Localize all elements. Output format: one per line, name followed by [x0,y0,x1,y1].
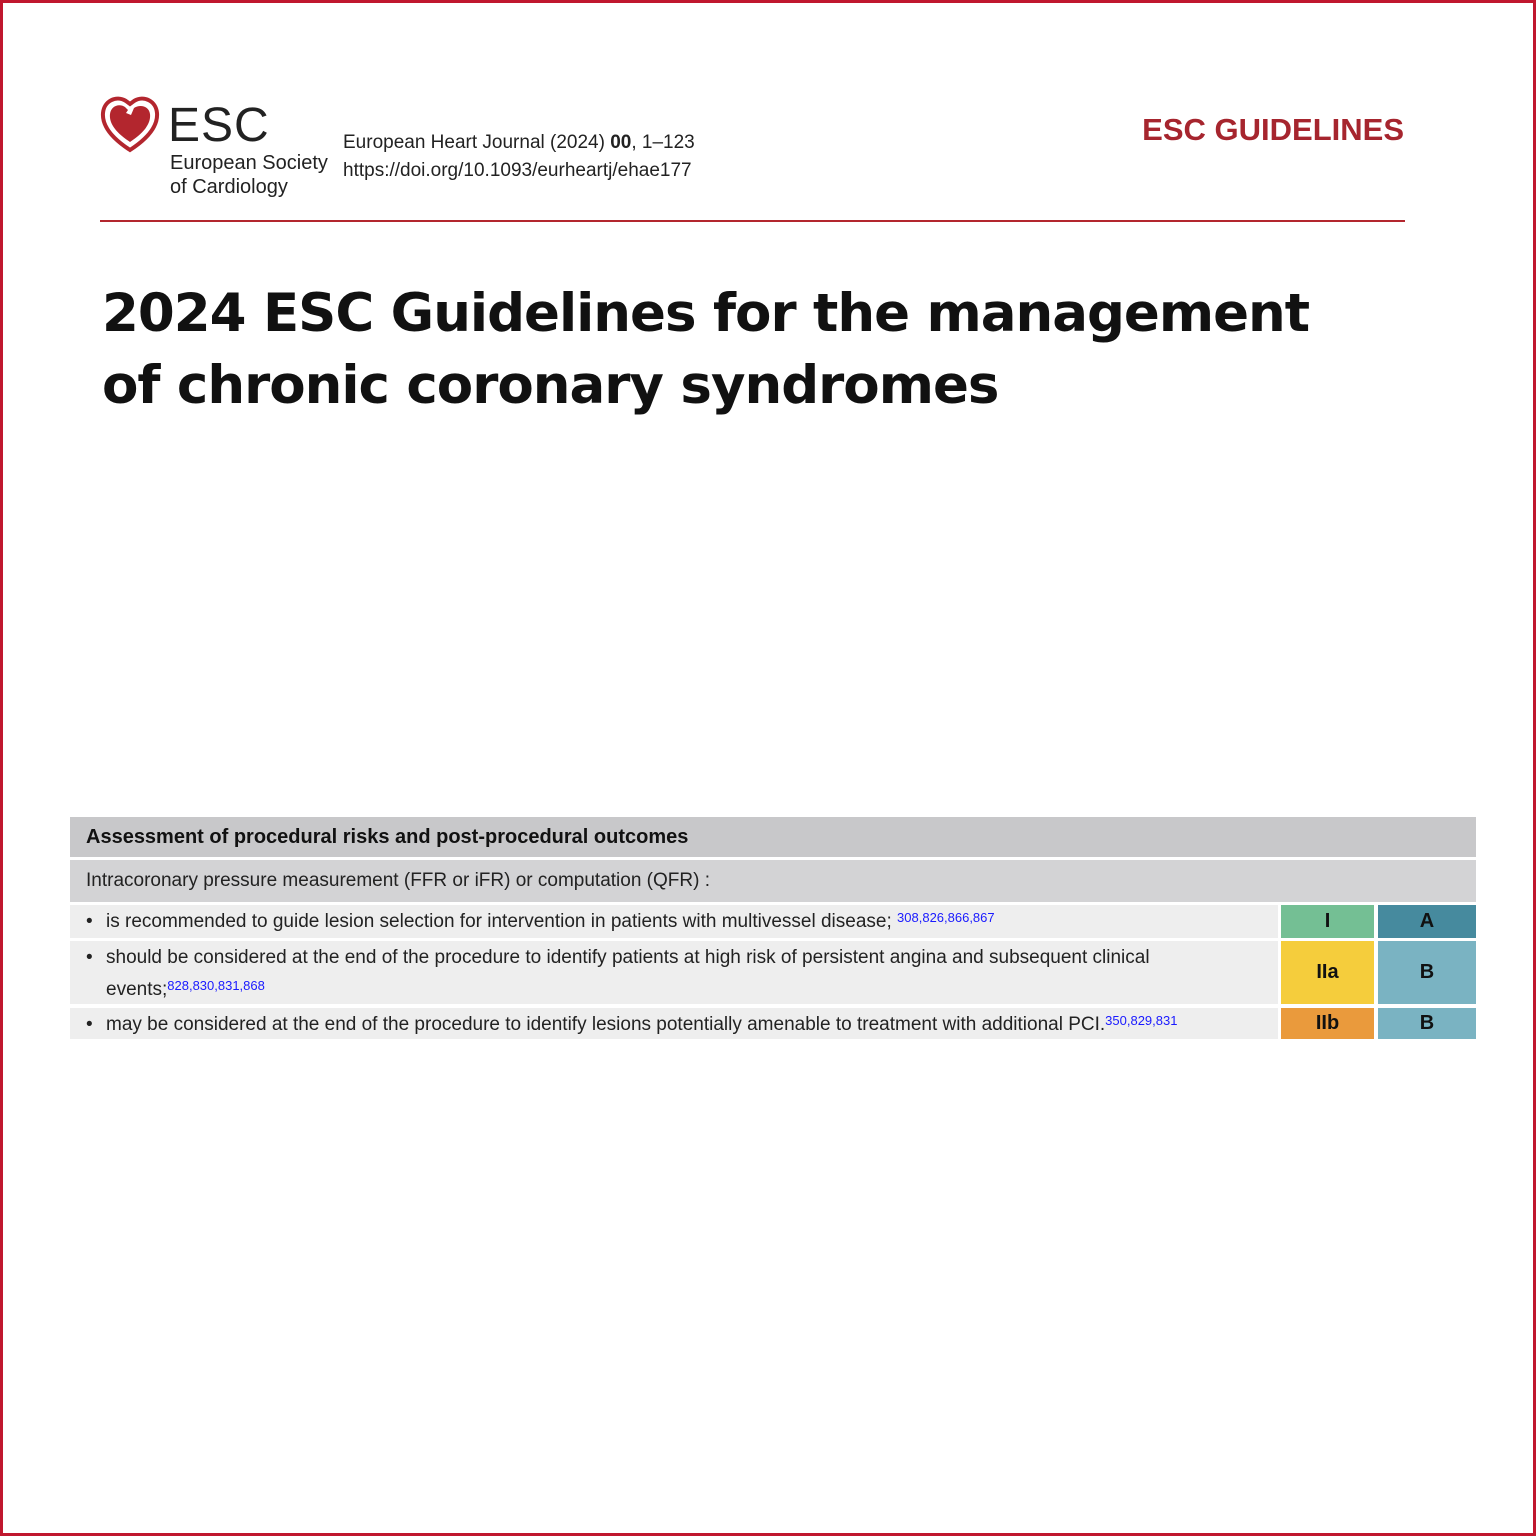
text: may be considered at the end of the proc… [106,1014,1106,1035]
text: is recommended to guide lesion selection… [106,911,898,932]
level-badge: B [1378,1008,1476,1039]
table-row: should be considered at the end of the p… [70,941,1476,1004]
journal-pages: , 1–123 [631,132,695,153]
title-line1: 2024 ESC Guidelines for the management [102,283,1310,344]
title-line2: of chronic coronary syndromes [102,355,999,416]
reference-link[interactable]: 350,829,831 [1105,1013,1178,1028]
text: should be considered at the end of the p… [106,947,1150,1000]
header-divider [100,220,1405,222]
reference-link[interactable]: 828,830,831,868 [167,978,265,993]
reference-link[interactable]: 308,826,866,867 [897,910,995,925]
society-line1: European Society [170,152,328,174]
journal-name: European Heart Journal (2024) [343,132,611,153]
section-label: ESC GUIDELINES [1142,112,1404,147]
doi-link[interactable]: https://doi.org/10.1093/eurheartj/ehae17… [343,160,692,181]
esc-heart-logo-icon [100,96,160,153]
class-badge: IIb [1281,1008,1374,1039]
recommendation-text: may be considered at the end of the proc… [70,1008,1278,1041]
esc-logo-text: ESC [168,99,270,152]
page-title: 2024 ESC Guidelines for the management o… [102,278,1310,422]
table-row: is recommended to guide lesion selection… [70,905,1476,938]
level-badge: A [1378,905,1476,938]
society-line2: of Cardiology [170,176,288,198]
table-heading: Assessment of procedural risks and post-… [70,817,1476,857]
table-subheading: Intracoronary pressure measurement (FFR … [70,860,1476,902]
table-row: may be considered at the end of the proc… [70,1008,1476,1041]
journal-citation: European Heart Journal (2024) 00, 1–123 … [343,129,695,185]
society-name: European Society of Cardiology [170,151,328,199]
recommendation-text: should be considered at the end of the p… [70,941,1278,1004]
level-badge: B [1378,941,1476,1004]
journal-volume: 00 [610,132,632,153]
class-badge: I [1281,905,1374,938]
class-badge: IIa [1281,941,1374,1004]
recommendation-text: is recommended to guide lesion selection… [70,905,1278,938]
